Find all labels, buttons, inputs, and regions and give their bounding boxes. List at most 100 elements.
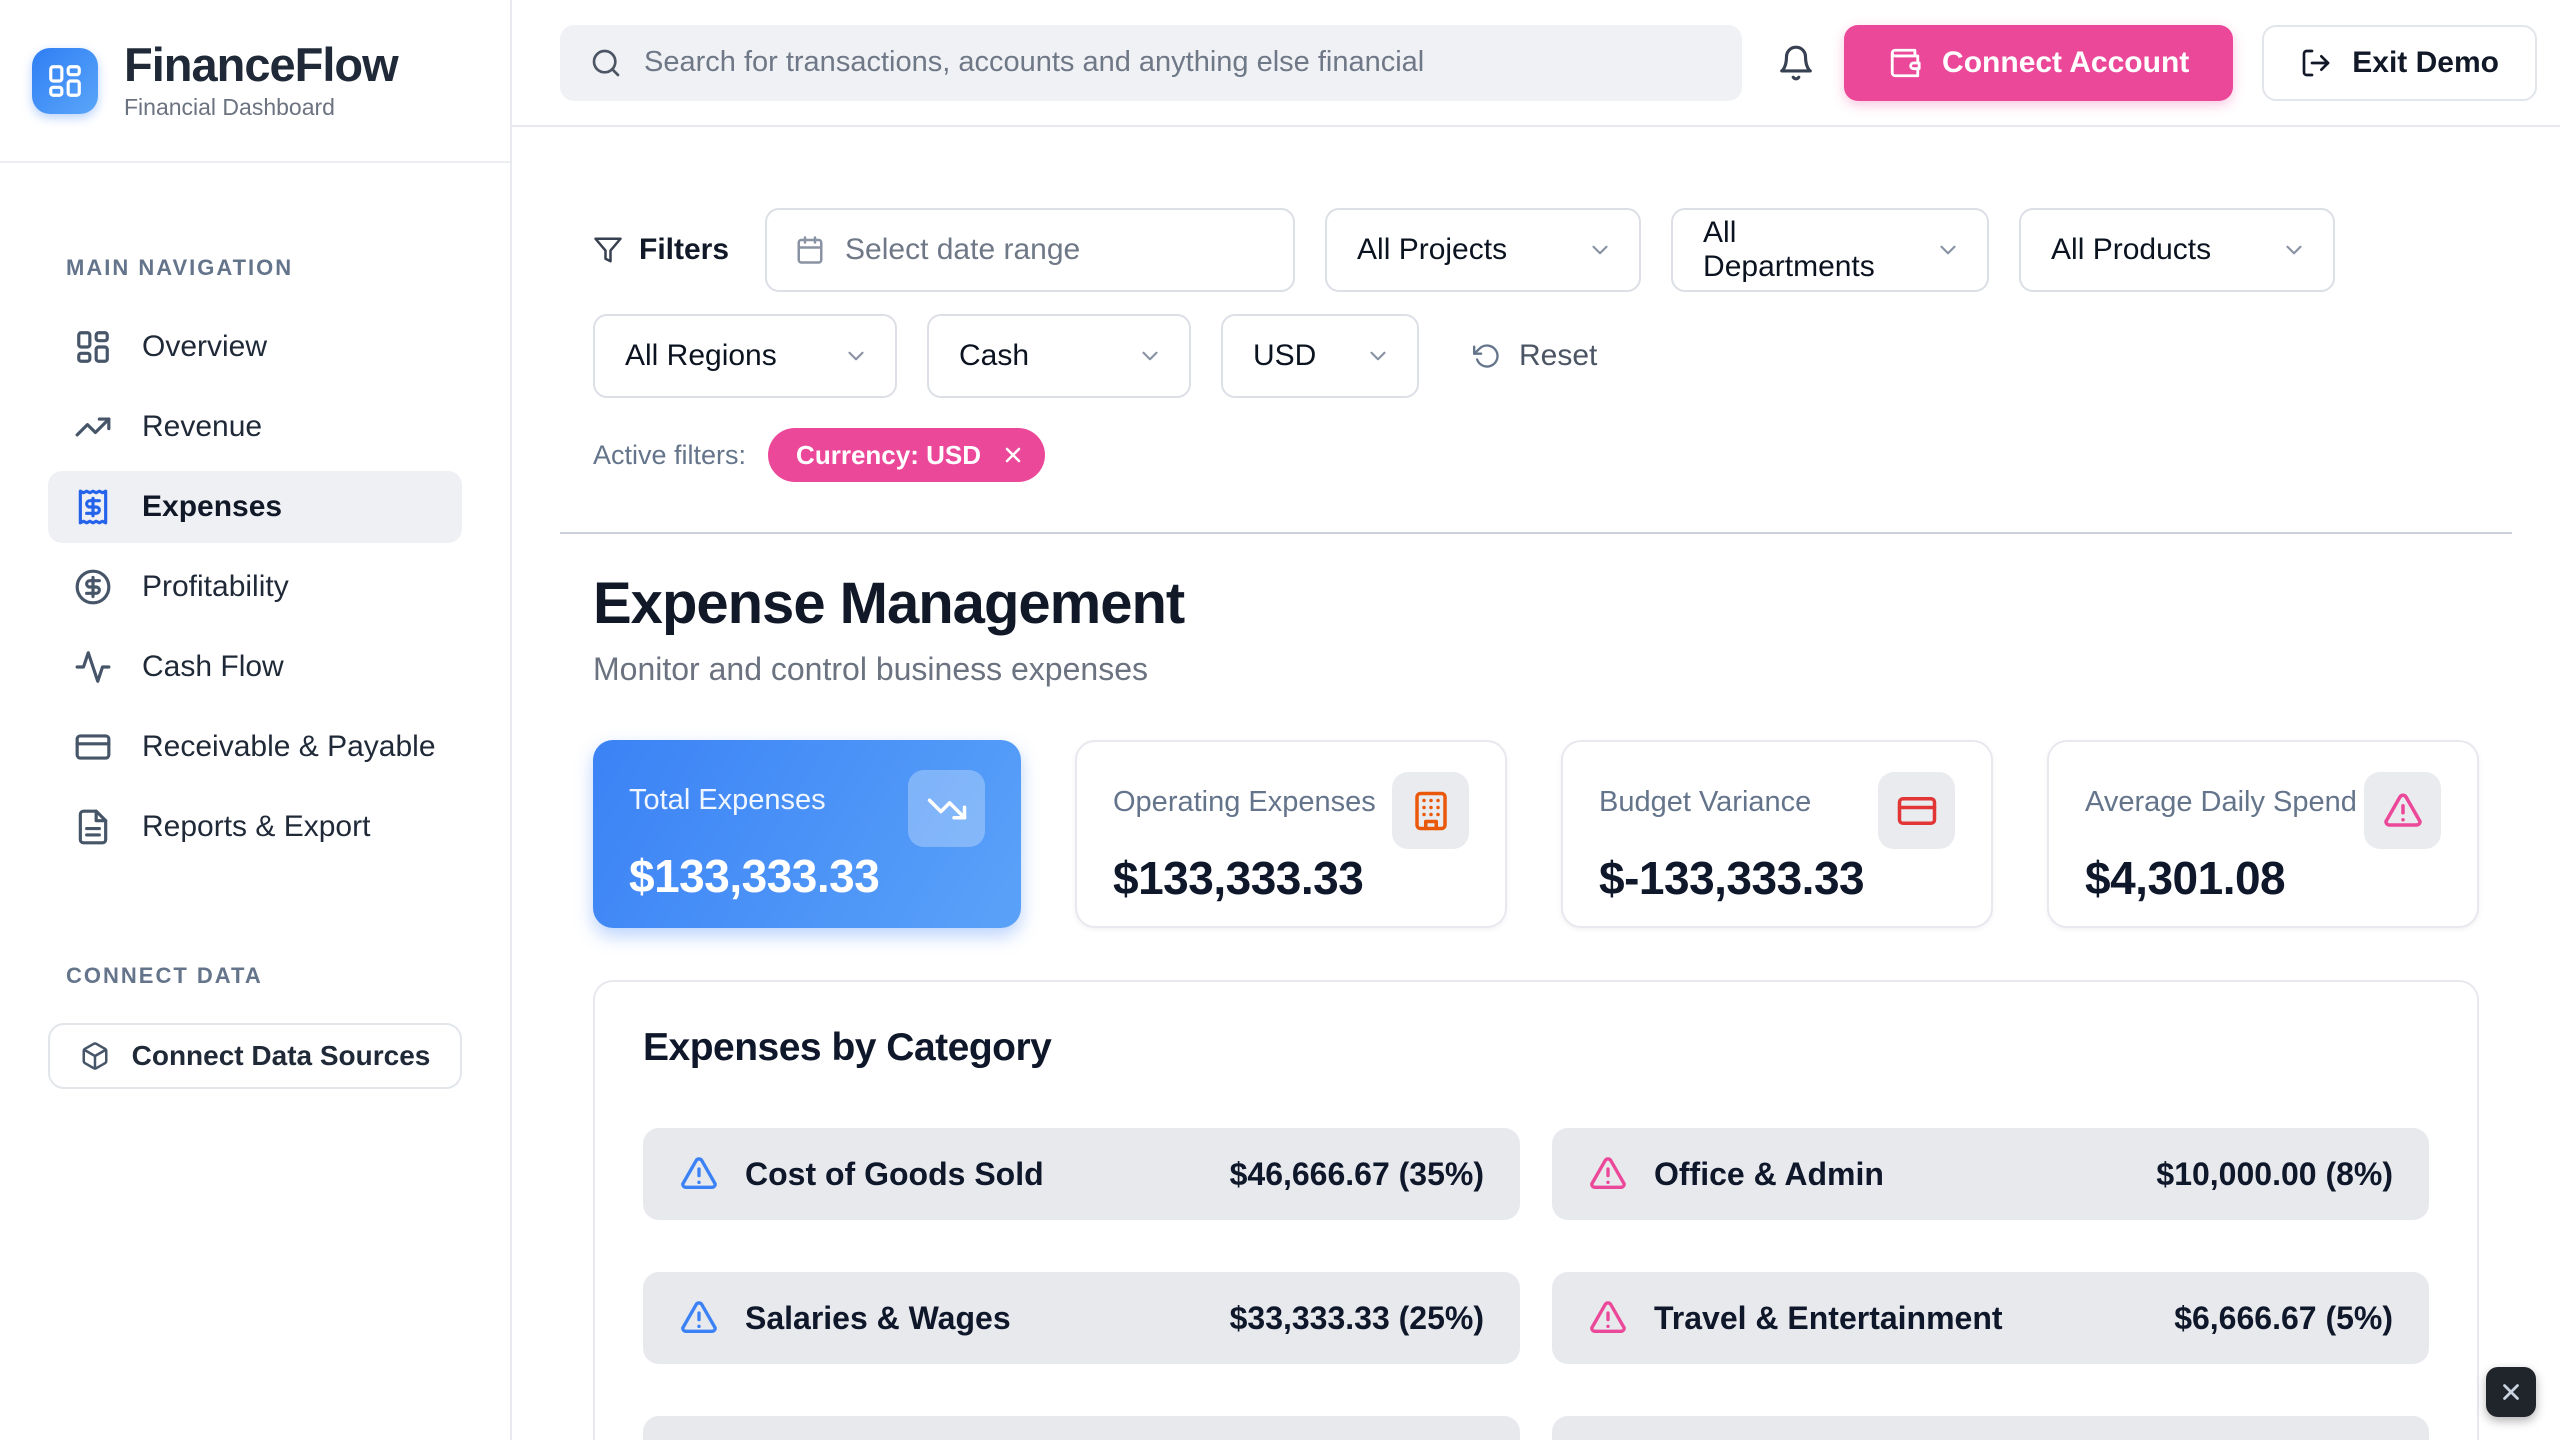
category-value: $46,666.67 (35%)	[1229, 1155, 1484, 1192]
category-row-office-admin[interactable]: Office & Admin $10,000.00 (8%)	[1552, 1128, 2429, 1220]
stat-cards-row: Total Expenses $133,333.33 Operating Exp…	[593, 740, 2479, 928]
file-text-icon	[74, 808, 112, 846]
alert-triangle-icon	[2382, 790, 2424, 832]
connect-account-button[interactable]: Connect Account	[1844, 24, 2234, 101]
bell-icon	[1777, 44, 1815, 82]
stat-value: $4,301.08	[2085, 852, 2286, 904]
rotate-ccw-icon	[1473, 342, 1501, 370]
departments-select[interactable]: All Departments	[1671, 208, 1990, 292]
chevron-down-icon	[1587, 237, 1613, 263]
chevron-down-icon	[1935, 237, 1961, 263]
category-row-professional-services[interactable]: Professional Services $3,333.33 (3%)	[1552, 1416, 2429, 1440]
sidebar-item-label: Reports & Export	[142, 810, 371, 843]
filters-label-group: Filters	[593, 233, 729, 267]
date-range-field[interactable]	[765, 208, 1296, 292]
category-row-salaries-wages[interactable]: Salaries & Wages $33,333.33 (25%)	[643, 1272, 1520, 1364]
chevron-down-icon	[1365, 343, 1391, 369]
sidebar-item-revenue[interactable]: Revenue	[48, 391, 462, 463]
page-title: Expense Management	[593, 571, 1185, 636]
section-divider	[560, 532, 2512, 534]
active-filters-label: Active filters:	[593, 439, 747, 470]
dashboard-icon	[74, 328, 112, 366]
notifications-button[interactable]	[1777, 44, 1815, 82]
alert-triangle-icon	[1588, 1154, 1628, 1194]
page-content: Filters All Projects All Departments All…	[512, 127, 2560, 1440]
search-icon	[590, 47, 622, 79]
main-column: Connect Account Exit Demo Filters All Pr…	[512, 0, 2560, 1440]
regions-select-value: All Regions	[625, 339, 777, 372]
wallet-icon	[1888, 46, 1922, 80]
stat-value: $133,333.33	[1113, 852, 1364, 904]
regions-select[interactable]: All Regions	[593, 314, 897, 398]
main-navigation: Overview Revenue Expenses Profitability …	[0, 311, 510, 863]
stat-label: Budget Variance	[1599, 786, 1812, 818]
building-icon	[1410, 790, 1452, 832]
sidebar-item-receivable-payable[interactable]: Receivable & Payable	[48, 711, 462, 783]
credit-card-icon	[74, 728, 112, 766]
stat-label: Total Expenses	[629, 784, 826, 816]
sidebar-item-label: Revenue	[142, 410, 263, 443]
calendar-icon	[795, 235, 825, 265]
category-name: Cost of Goods Sold	[745, 1155, 1044, 1192]
sidebar-item-reports-export[interactable]: Reports & Export	[48, 791, 462, 863]
chevron-down-icon	[1137, 343, 1163, 369]
floating-close-button[interactable]	[2486, 1367, 2536, 1417]
stat-card-total-expenses[interactable]: Total Expenses $133,333.33	[593, 740, 1021, 928]
alert-triangle-icon	[679, 1298, 719, 1338]
departments-select-value: All Departments	[1703, 216, 1875, 283]
category-name: Salaries & Wages	[745, 1299, 1011, 1336]
category-name: Travel & Entertainment	[1654, 1299, 2003, 1336]
filters-label: Filters	[639, 233, 730, 266]
category-row-travel-entertainment[interactable]: Travel & Entertainment $6,666.67 (5%)	[1552, 1272, 2429, 1364]
stat-card-operating-expenses[interactable]: Operating Expenses $133,333.33	[1075, 740, 1507, 928]
search-bar[interactable]	[560, 24, 1742, 101]
exit-demo-button[interactable]: Exit Demo	[2262, 24, 2537, 101]
trending-down-icon	[926, 788, 968, 830]
stat-value: $133,333.33	[629, 850, 880, 902]
stat-icon-chip	[908, 770, 985, 847]
categories-grid: Cost of Goods Sold $46,666.67 (35%) Sala…	[643, 1128, 2429, 1440]
connect-account-label: Connect Account	[1942, 45, 2190, 79]
filters-row-1: Filters All Projects All Departments All…	[593, 208, 2479, 292]
category-value: $10,000.00 (8%)	[2156, 1155, 2393, 1192]
brand-name: FinanceFlow	[124, 38, 399, 92]
sidebar-item-profitability[interactable]: Profitability	[48, 551, 462, 623]
sidebar-item-cash-flow[interactable]: Cash Flow	[48, 631, 462, 703]
reset-filters-button[interactable]: Reset	[1473, 339, 1597, 373]
currency-select[interactable]: USD	[1221, 314, 1419, 398]
brand-header: FinanceFlow Financial Dashboard	[0, 0, 510, 163]
sidebar: FinanceFlow Financial Dashboard MAIN NAV…	[0, 0, 512, 1440]
connect-data-sources-button[interactable]: Connect Data Sources	[48, 1023, 462, 1089]
exit-demo-label: Exit Demo	[2352, 45, 2499, 79]
search-input[interactable]	[644, 46, 1712, 79]
sidebar-item-expenses[interactable]: Expenses	[48, 471, 462, 543]
sidebar-item-label: Expenses	[142, 490, 283, 523]
projects-select[interactable]: All Projects	[1325, 208, 1642, 292]
activity-icon	[74, 648, 112, 686]
stat-card-budget-variance[interactable]: Budget Variance $-133,333.33	[1561, 740, 1993, 928]
projects-select-value: All Projects	[1357, 233, 1508, 266]
payment-method-select[interactable]: Cash	[927, 314, 1191, 398]
dollar-circle-icon	[74, 568, 112, 606]
currency-select-value: USD	[1253, 339, 1317, 372]
x-icon	[2498, 1379, 2524, 1405]
active-filter-chip-currency[interactable]: Currency: USD	[768, 428, 1045, 482]
active-filter-chip-label: Currency: USD	[796, 439, 981, 470]
top-bar: Connect Account Exit Demo	[512, 0, 2560, 127]
nav-section-label: MAIN NAVIGATION	[66, 255, 294, 280]
expenses-by-category-panel: Expenses by Category Cost of Goods Sold …	[593, 980, 2479, 1440]
categories-title: Expenses by Category	[643, 1026, 1052, 1069]
stat-value: $-133,333.33	[1599, 852, 1865, 904]
stat-label: Operating Expenses	[1113, 786, 1376, 818]
stat-icon-chip	[1392, 772, 1469, 849]
category-row-marketing[interactable]: Marketing $20,000.00 (15%)	[643, 1416, 1520, 1440]
x-icon[interactable]	[1001, 443, 1025, 467]
reset-filters-label: Reset	[1519, 339, 1598, 372]
products-select[interactable]: All Products	[2019, 208, 2336, 292]
category-row-cost-of-goods-sold[interactable]: Cost of Goods Sold $46,666.67 (35%)	[643, 1128, 1520, 1220]
dashboard-grid-icon	[46, 62, 84, 100]
sidebar-item-label: Cash Flow	[142, 650, 284, 683]
date-range-input[interactable]	[845, 233, 1266, 267]
sidebar-item-overview[interactable]: Overview	[48, 311, 462, 383]
stat-card-average-daily-spend[interactable]: Average Daily Spend $4,301.08	[2047, 740, 2479, 928]
